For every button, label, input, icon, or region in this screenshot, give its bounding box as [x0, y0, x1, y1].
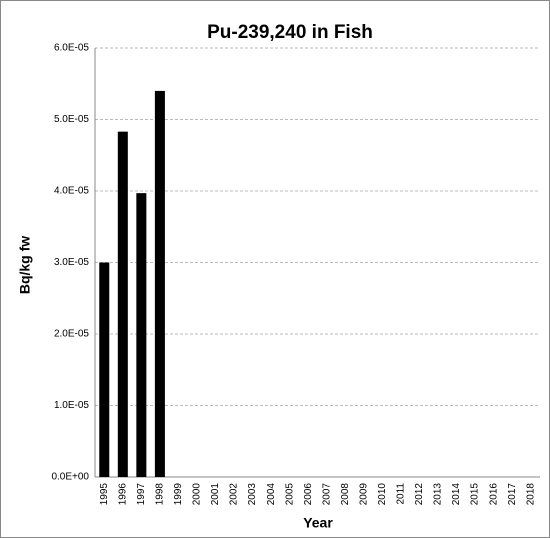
chart-title: Pu-239,240 in Fish [207, 22, 373, 43]
x-tick-label: 2004 [266, 483, 277, 506]
x-tick-label: 2006 [303, 483, 314, 506]
x-tick-label: 2013 [433, 483, 444, 506]
x-tick-label: 2001 [210, 483, 221, 506]
x-tick-label: 2016 [488, 483, 499, 506]
y-tick-label: 1.0E-05 [54, 400, 89, 411]
x-tick-label: 2009 [358, 483, 369, 506]
y-axis-title: Bq/kg fw [17, 236, 33, 294]
x-tick-label: 2012 [414, 483, 425, 506]
x-tick-label: 2018 [525, 483, 536, 506]
bar [99, 262, 110, 477]
x-tick-label: 1998 [155, 483, 166, 506]
x-tick-label: 1999 [173, 483, 184, 506]
x-tick-label: 2014 [451, 483, 462, 506]
y-tick-label: 5.0E-05 [54, 114, 89, 125]
x-tick-label: 2000 [192, 483, 203, 506]
x-tick-label: 2007 [321, 483, 332, 506]
x-tick-label: 2003 [247, 483, 258, 506]
x-tick-label: 2011 [396, 483, 407, 505]
bar [154, 90, 165, 478]
y-tick-label: 2.0E-05 [54, 329, 89, 340]
x-tick-label: 2017 [507, 483, 518, 506]
y-tick-label: 4.0E-05 [54, 186, 89, 197]
x-tick-label: 1995 [99, 483, 110, 506]
x-axis-title: Year [303, 515, 333, 531]
x-tick-label: 2008 [340, 483, 351, 506]
x-tick-label: 2010 [377, 483, 388, 506]
x-tick-label: 2002 [229, 483, 240, 506]
x-tick-label: 2005 [284, 483, 295, 506]
y-tick-label: 0.0E+00 [51, 472, 89, 483]
x-tick-label: 2015 [470, 483, 481, 506]
y-tick-label: 3.0E-05 [54, 257, 89, 268]
bar [117, 131, 128, 477]
x-tick-label: 1996 [117, 483, 128, 506]
x-tick-label: 1997 [136, 483, 147, 506]
y-tick-label: 6.0E-05 [54, 43, 89, 54]
bar [136, 193, 147, 477]
